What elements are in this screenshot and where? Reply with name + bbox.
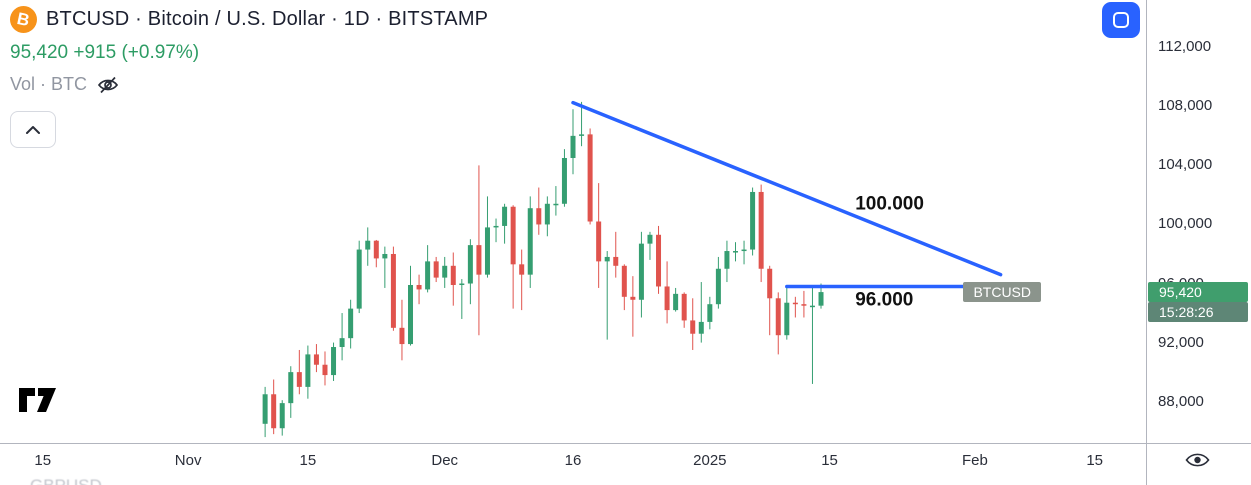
time-tick-label: 2025 [693, 452, 727, 469]
bar-countdown-badge: 15:28:26 [1148, 302, 1248, 323]
price-tick-label: 92,000 [1158, 333, 1204, 351]
price-axis[interactable]: 112,000108,000104,000100,00096,00092,000… [1147, 0, 1251, 443]
symbol-title[interactable]: BTCUSD · Bitcoin / U.S. Dollar · 1D · BI… [46, 8, 489, 30]
chevron-up-icon [26, 125, 40, 134]
volume-label: Vol · BTC [10, 74, 88, 94]
volume-legend-row[interactable]: Vol · BTC [10, 74, 488, 95]
price-annotation-text[interactable]: 100.000 [855, 194, 924, 215]
bitcoin-logo-icon: B [10, 6, 37, 33]
time-tick-label: 15 [299, 452, 317, 469]
tradingview-logo[interactable] [18, 386, 58, 419]
time-tick-label: Feb [962, 452, 988, 469]
chart-legend: B BTCUSD · Bitcoin / U.S. Dollar · 1D · … [10, 6, 488, 148]
time-axis[interactable]: 15 Nov 15 Dec 16 2025 15 Feb 15 [0, 444, 1146, 485]
price-tick-label: 100,000 [1158, 215, 1213, 233]
bitcoin-b-glyph: B [15, 8, 32, 30]
candlestick-plot[interactable]: 100.000 96.000 [0, 0, 1146, 443]
time-axis-border [0, 443, 1251, 444]
time-tick-label: Dec [431, 452, 459, 469]
time-tick-label: 15 [34, 452, 52, 469]
time-tick-label: 16 [564, 452, 582, 469]
collapse-legend-button[interactable] [10, 111, 56, 148]
cropped-next-chart-title: GBPUSD [30, 476, 102, 485]
time-tick-label: 15 [1086, 452, 1104, 469]
chart-plot-area[interactable]: 100.000 96.000 B BTCUSD · Bitcoin / U.S. … [0, 0, 1146, 443]
eye-icon [1185, 453, 1210, 467]
visibility-off-icon[interactable] [97, 76, 119, 94]
price-summary: 95,420 +915 (+0.97%) [10, 42, 200, 63]
price-annotation-text[interactable]: 96.000 [855, 290, 913, 311]
tradingview-logo-icon [19, 388, 56, 412]
price-label-symbol-chip: BTCUSD [963, 282, 1041, 303]
legend-symbol-row: B BTCUSD · Bitcoin / U.S. Dollar · 1D · … [10, 6, 488, 33]
price-axis-border [1146, 0, 1147, 485]
price-tick-label: 108,000 [1158, 97, 1213, 115]
price-tick-label: 88,000 [1158, 392, 1204, 410]
descending-trendline[interactable] [571, 100, 1003, 277]
time-tick-label: Nov [174, 452, 202, 469]
axis-settings-control[interactable] [1184, 450, 1211, 475]
price-tick-label: 112,000 [1158, 38, 1212, 56]
layout-select-button[interactable] [1102, 2, 1140, 38]
time-tick-label: 15 [821, 452, 838, 469]
single-layout-icon [1113, 12, 1129, 28]
price-tick-label: 104,000 [1158, 156, 1213, 174]
current-price-badge: 95,420 [1148, 282, 1248, 303]
